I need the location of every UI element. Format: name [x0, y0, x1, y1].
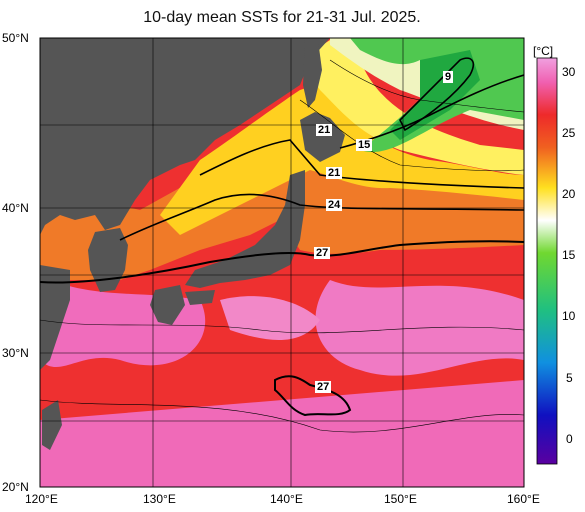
lon-label-120: 120°E — [25, 492, 58, 506]
lon-label-130: 130°E — [143, 492, 176, 506]
lat-label-50: 50°N — [2, 31, 29, 45]
map-title: 10-day mean SSTs for 21-31 Jul. 2025. — [143, 9, 421, 26]
contour-thin-4 — [299, 99, 524, 172]
colorbar-unit: [°C] — [533, 44, 554, 58]
land-kyushu — [150, 285, 185, 325]
land-china-coast — [40, 265, 70, 370]
lon-label-150: 150°E — [384, 492, 417, 506]
lat-label-20: 20°N — [2, 480, 29, 494]
contour-thin-3 — [329, 59, 524, 113]
contour-thin-1 — [40, 319, 524, 334]
land-hokkaido — [300, 112, 345, 162]
land-korea — [88, 228, 128, 292]
map-frame — [39, 37, 525, 488]
colorbar-tick-0: 0 — [566, 432, 573, 446]
graticule — [40, 38, 524, 487]
contour-label-9: 9 — [443, 71, 454, 83]
colorbar-tick-15: 15 — [562, 248, 576, 262]
contour-label-21b: 21 — [326, 167, 343, 179]
colorbar-tick-20: 20 — [562, 187, 576, 201]
contour-label-21a: 21 — [316, 124, 333, 136]
contour-label-15: 15 — [356, 139, 373, 151]
contour-label-24: 24 — [326, 199, 343, 211]
colorbar-tick-5: 5 — [566, 371, 573, 385]
ocean-green-dark — [390, 50, 480, 140]
lat-label-30: 30°N — [2, 346, 29, 360]
ocean-hot-north — [220, 296, 320, 340]
contour-label-27b: 27 — [315, 381, 332, 393]
colorbar-tick-10: 10 — [562, 309, 576, 323]
colorbar-tick-30: 30 — [562, 65, 576, 79]
contour-9 — [399, 57, 475, 132]
colorbar-tick-25: 25 — [562, 126, 576, 140]
ocean-yellow — [160, 80, 524, 235]
land-shikoku — [185, 290, 215, 305]
ocean-light-yellow — [300, 40, 524, 175]
land-sakhalin — [303, 40, 322, 108]
lon-label-160: 160°E — [507, 492, 540, 506]
lat-label-40: 40°N — [2, 201, 29, 215]
colorbar — [536, 57, 558, 465]
land-continent — [40, 38, 330, 235]
land-taiwan — [42, 400, 62, 450]
land-honshu — [185, 170, 305, 288]
contour-27-main — [40, 240, 524, 284]
lon-label-140: 140°E — [270, 492, 303, 506]
contour-thin-2 — [40, 399, 524, 433]
contour-label-27a: 27 — [314, 247, 331, 259]
